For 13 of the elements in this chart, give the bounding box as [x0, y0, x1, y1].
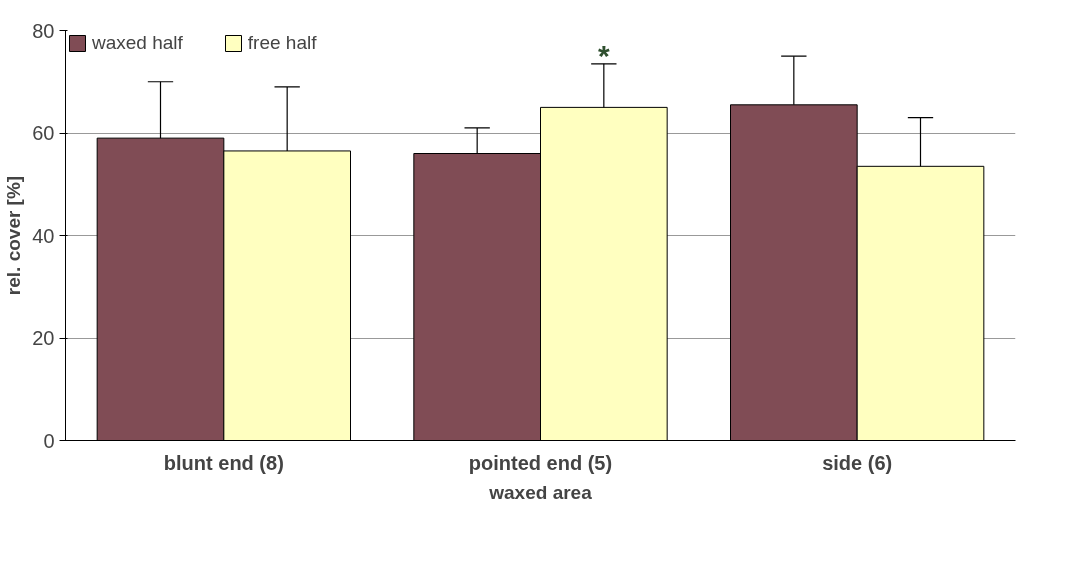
y-tick-label: 0: [43, 429, 55, 452]
y-tick-label: 80: [32, 19, 55, 42]
x-tick-label: blunt end (8): [163, 451, 284, 474]
y-tick-label: 20: [32, 327, 55, 349]
y-tick-label: 60: [32, 122, 55, 144]
x-tick-label: side (6): [822, 451, 893, 474]
y-axis-title: rel. cover [%]: [3, 175, 25, 296]
x-tick-label: pointed end (5): [468, 451, 613, 474]
annotation: *: [598, 39, 610, 72]
y-tick-label: 40: [32, 224, 55, 247]
x-axis-title: waxed area: [488, 481, 593, 503]
legend-label: free half: [247, 32, 317, 54]
legend-label: waxed half: [92, 32, 183, 54]
